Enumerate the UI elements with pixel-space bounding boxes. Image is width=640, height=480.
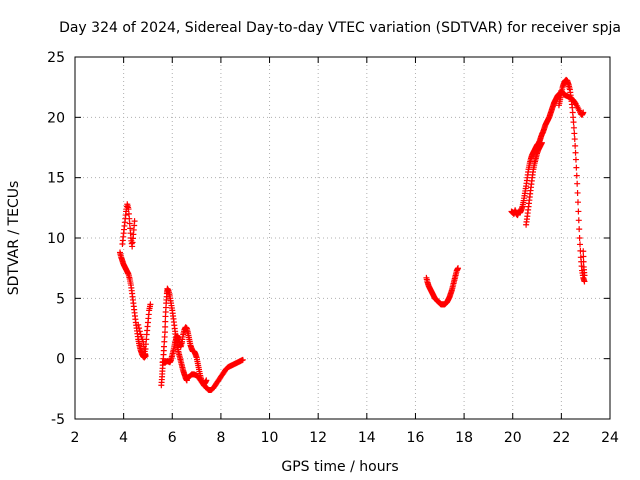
data-point bbox=[239, 356, 246, 363]
data-point bbox=[203, 377, 210, 384]
x-tick-labels: 2 4 6 8 10 12 14 16 18 20 22 24 bbox=[71, 430, 619, 446]
x-tick-label: 20 bbox=[504, 430, 522, 446]
data-point bbox=[574, 189, 581, 196]
y-tick-label: 15 bbox=[47, 171, 65, 187]
data-point bbox=[572, 156, 579, 163]
data-point bbox=[574, 180, 581, 187]
data-point bbox=[538, 139, 545, 146]
data-point bbox=[162, 323, 169, 330]
y-tick-label: -5 bbox=[51, 412, 65, 428]
data-point bbox=[576, 235, 583, 241]
data-point bbox=[572, 142, 579, 149]
x-tick-label: 2 bbox=[71, 430, 80, 446]
x-tick-label: 24 bbox=[601, 430, 619, 446]
data-point bbox=[574, 199, 581, 206]
y-axis-label: SDTVAR / TECUs bbox=[6, 181, 22, 296]
x-tick-label: 6 bbox=[168, 430, 177, 446]
axis-ticks bbox=[74, 56, 611, 420]
data-point bbox=[581, 272, 588, 279]
data-point bbox=[573, 164, 580, 171]
data-point bbox=[571, 136, 578, 143]
x-tick-label: 14 bbox=[358, 430, 376, 446]
data-point bbox=[573, 172, 580, 179]
x-tick-label: 18 bbox=[455, 430, 473, 446]
y-tick-label: 10 bbox=[47, 231, 65, 247]
x-tick-label: 22 bbox=[552, 430, 570, 446]
data-point bbox=[570, 119, 577, 126]
data-point bbox=[455, 265, 462, 272]
data-point bbox=[572, 149, 579, 156]
data-point bbox=[161, 329, 168, 336]
x-tick-label: 8 bbox=[216, 430, 225, 446]
data-point bbox=[580, 248, 587, 255]
grid-lines bbox=[75, 57, 610, 419]
data-point bbox=[580, 253, 587, 260]
data-point bbox=[581, 278, 588, 285]
x-axis-label: GPS time / hours bbox=[281, 459, 398, 475]
x-tick-label: 4 bbox=[119, 430, 128, 446]
data-point bbox=[575, 217, 582, 224]
data-point bbox=[580, 109, 587, 116]
data-point bbox=[580, 258, 587, 265]
data-point bbox=[136, 325, 143, 332]
data-point bbox=[142, 353, 149, 360]
y-tick-label: 25 bbox=[47, 50, 65, 66]
data-points bbox=[116, 76, 588, 394]
chart-title: Day 324 of 2024, Sidereal Day-to-day VTE… bbox=[59, 20, 621, 36]
data-point bbox=[147, 301, 154, 308]
data-point bbox=[131, 218, 138, 225]
data-point bbox=[135, 321, 142, 328]
data-point bbox=[136, 328, 143, 335]
x-tick-label: 12 bbox=[309, 430, 327, 446]
data-point bbox=[571, 130, 578, 137]
data-point bbox=[575, 208, 582, 215]
data-point bbox=[577, 241, 584, 248]
y-tick-label: 0 bbox=[56, 352, 65, 368]
data-point bbox=[162, 318, 169, 325]
x-tick-label: 10 bbox=[261, 430, 279, 446]
x-tick-label: 16 bbox=[407, 430, 425, 446]
y-tick-label: 5 bbox=[56, 291, 65, 307]
y-tick-label: 20 bbox=[47, 110, 65, 126]
data-point bbox=[576, 226, 583, 233]
data-point bbox=[570, 124, 577, 131]
y-tick-labels: -5 0 5 10 15 20 25 bbox=[47, 50, 65, 428]
